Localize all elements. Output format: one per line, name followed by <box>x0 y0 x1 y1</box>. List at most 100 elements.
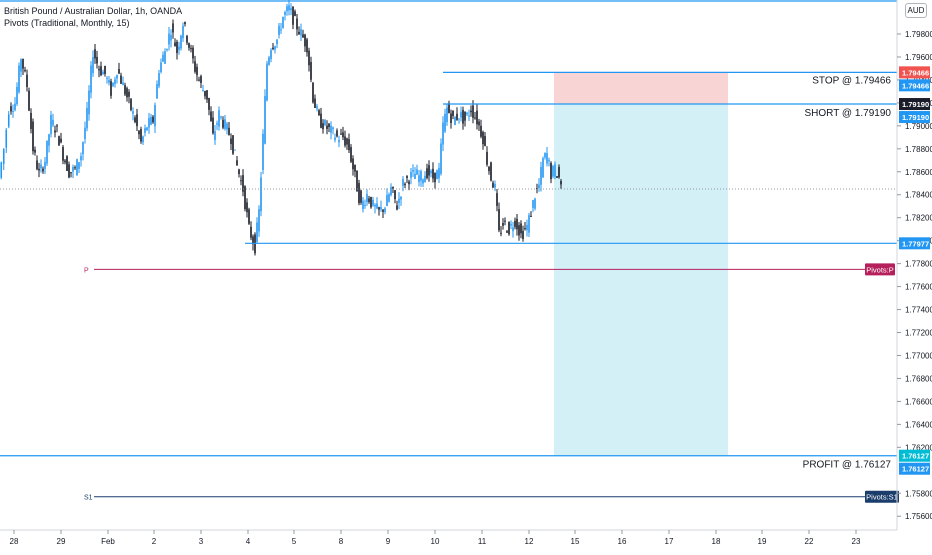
price-tick-label: 1.75800 <box>905 489 932 498</box>
candle-body <box>90 65 92 93</box>
candle-body <box>200 76 202 84</box>
candle-body <box>524 228 526 230</box>
candle-body <box>450 113 452 124</box>
candle-body <box>360 190 362 203</box>
candle-body <box>248 209 250 224</box>
short-line-label: SHORT @ 1.79190 <box>805 108 892 119</box>
symbol-title: British Pound / Australian Dollar, 1h, O… <box>4 6 183 16</box>
candle-body <box>286 6 288 12</box>
candle-body <box>230 138 232 145</box>
candle-body <box>500 232 502 234</box>
price-tick-label: 1.77000 <box>905 351 932 360</box>
price-tick-label: 1.76200 <box>905 443 932 452</box>
candle-body <box>238 169 240 175</box>
candle-body <box>48 134 50 146</box>
chart-legend: British Pound / Australian Dollar, 1h, O… <box>4 5 182 29</box>
price-badge <box>899 237 930 250</box>
profit-zone <box>554 104 728 456</box>
price-tick-label: 1.78200 <box>905 214 932 223</box>
candle-body <box>534 198 536 209</box>
candle-body <box>538 184 540 189</box>
candle-body <box>28 90 30 111</box>
candle-body <box>542 158 544 178</box>
candle-body <box>258 209 260 232</box>
pivot-lines: P Pivots:P S1 Pivots:S1 <box>84 263 899 503</box>
candle-body <box>440 143 442 174</box>
candle-body <box>290 8 292 11</box>
pivot-s1-label: S1 <box>84 495 93 502</box>
candle-body <box>18 65 20 93</box>
candle-body <box>220 116 222 118</box>
candle-body <box>222 119 224 128</box>
candle-body <box>252 236 254 245</box>
candle-body <box>378 207 380 210</box>
candle-body <box>78 162 80 169</box>
candle-body <box>260 177 262 212</box>
candle-body <box>124 85 126 95</box>
candle-body <box>256 222 258 242</box>
candle-body <box>330 125 332 133</box>
candle-body <box>186 35 188 43</box>
candle-body <box>438 168 440 179</box>
candle-body <box>218 110 220 127</box>
candle-body <box>400 196 402 200</box>
price-tick-label: 1.79000 <box>905 122 932 131</box>
pivot-p-label: P <box>84 267 89 274</box>
candle-body <box>530 216 532 218</box>
candle-body <box>540 166 542 185</box>
time-tick-label: 15 <box>571 537 580 546</box>
price-badge-text: 1.77977 <box>902 239 929 248</box>
candle-body <box>508 222 510 235</box>
price-badge-text: 1.79466 <box>902 81 929 90</box>
pivot-p-badge-text: Pivots:P <box>866 265 894 274</box>
candle-body <box>546 153 548 164</box>
candle-body <box>26 74 28 88</box>
candle-body <box>444 113 446 132</box>
candle-body <box>158 73 160 87</box>
candle-body <box>314 98 316 108</box>
candle-body <box>434 172 436 183</box>
pivot-p-badge <box>865 263 895 276</box>
time-tick-label: Feb <box>101 537 115 546</box>
candle-body <box>70 172 72 174</box>
candle-body <box>102 71 104 75</box>
price-tick-label: 1.77400 <box>905 306 932 315</box>
candle-body <box>418 175 420 183</box>
candle-body <box>104 65 106 74</box>
candle-body <box>492 182 494 188</box>
time-tick-label: 28 <box>10 537 19 546</box>
candle-body <box>452 110 454 116</box>
candle-body <box>456 113 458 120</box>
candle-body <box>110 81 112 96</box>
price-badge-text: 1.79466 <box>902 68 929 77</box>
candle-body <box>420 171 422 181</box>
price-badge <box>899 66 930 79</box>
candle-body <box>336 130 338 137</box>
price-badge-text: 1.76127 <box>902 452 929 461</box>
candle-body <box>556 176 558 178</box>
candle-body <box>120 75 122 84</box>
time-tick-label: 29 <box>57 537 66 546</box>
candle-body <box>464 111 466 121</box>
candle-body <box>552 166 554 177</box>
candle-body <box>522 230 524 239</box>
candle-body <box>300 29 302 36</box>
candle-body <box>470 110 472 113</box>
candle-body <box>204 90 206 97</box>
candle-body <box>460 112 462 118</box>
candle-body <box>224 119 226 129</box>
candle-body <box>388 194 390 202</box>
candle-body <box>24 70 26 72</box>
candle-body <box>142 136 144 143</box>
time-tick-label: 3 <box>199 537 204 546</box>
candle-body <box>372 199 374 206</box>
candle-body <box>144 128 146 133</box>
price-badge <box>899 79 930 92</box>
price-tick-label: 1.78800 <box>905 145 932 154</box>
candle-body <box>518 225 520 236</box>
candle-body <box>296 18 298 30</box>
candle-body <box>380 206 382 210</box>
currency-badge[interactable]: AUD <box>905 3 927 18</box>
